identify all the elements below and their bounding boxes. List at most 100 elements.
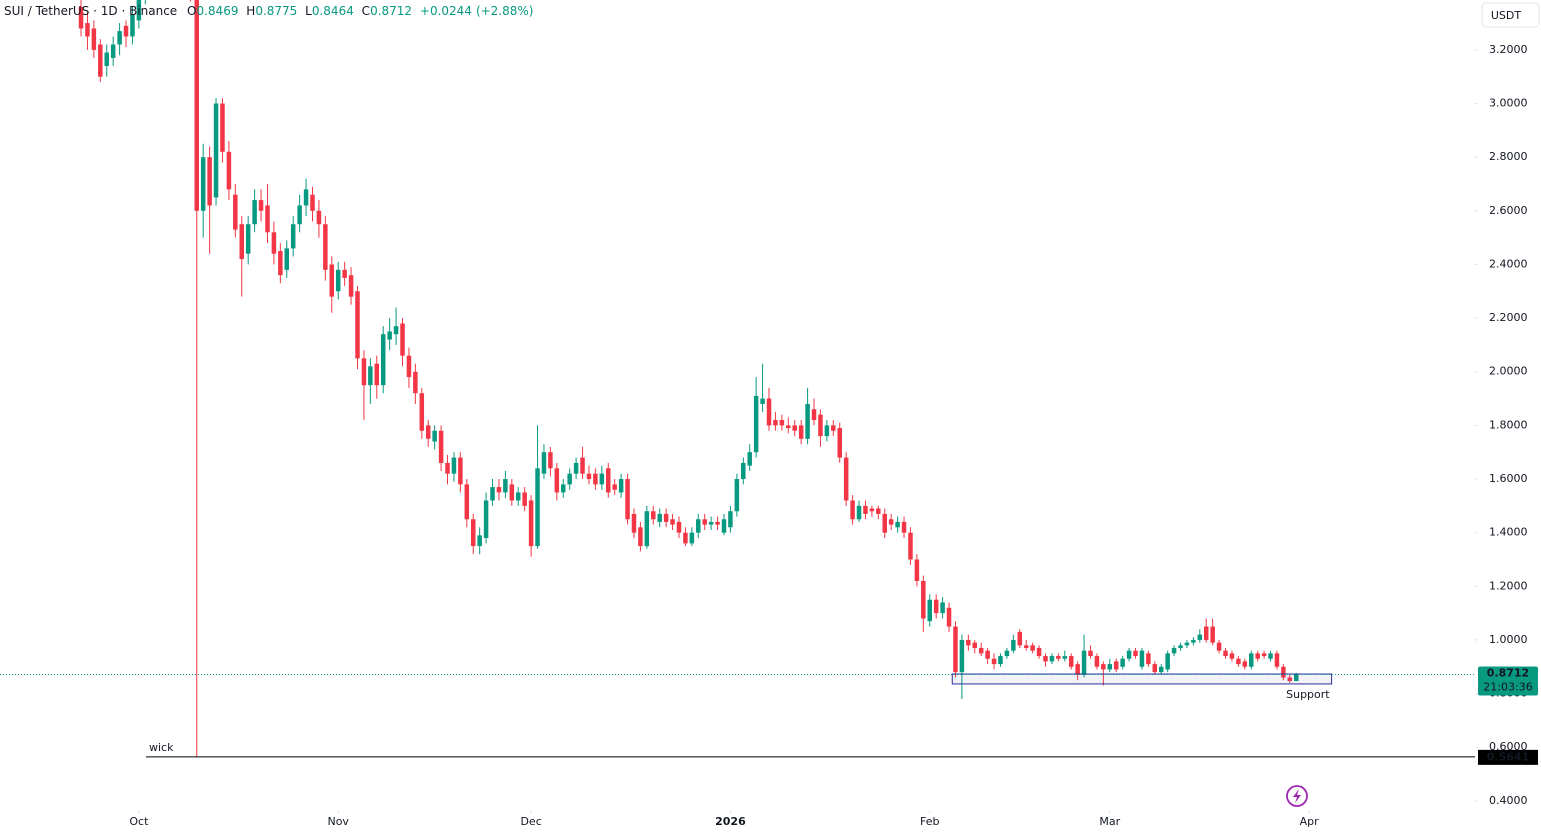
candle-body (1203, 626, 1209, 640)
axes: 0.40000.60000.80001.00001.20001.40001.60… (129, 43, 1538, 828)
candle-body (548, 452, 553, 469)
candle-body (1107, 664, 1113, 670)
y-tick-label: 2.4000 (1489, 257, 1528, 270)
candle-body (252, 200, 257, 225)
candle-body (940, 602, 945, 614)
candle-body (1043, 656, 1048, 662)
candle-body (117, 31, 122, 45)
candle-body (760, 398, 765, 404)
candle-body (927, 599, 933, 622)
candle-body (946, 607, 952, 627)
candle-body (1011, 639, 1016, 651)
support-box (951, 673, 1333, 685)
y-tick-label: 1.2000 (1489, 579, 1528, 592)
logo[interactable] (1286, 785, 1308, 807)
candle-body (348, 275, 354, 297)
candle-body (393, 326, 399, 335)
candle-body (503, 479, 508, 493)
currency-button[interactable]: USDT (1481, 2, 1540, 28)
candle-body (406, 355, 412, 378)
candle-body (708, 521, 714, 525)
candle-body (1068, 656, 1074, 667)
candle-body (528, 500, 534, 547)
hline-price: 0.5641 (1487, 750, 1529, 763)
ohlc-value: 0.8469 (196, 4, 239, 18)
candle-body (1062, 656, 1068, 659)
candle-body (933, 599, 939, 614)
candle-body (644, 511, 650, 547)
candle-body (837, 428, 842, 458)
candle-body (818, 414, 823, 437)
candle-body (586, 473, 592, 480)
last-price: 0.8712 (1487, 666, 1529, 679)
candle-body (361, 358, 367, 386)
candle-body (824, 425, 830, 437)
candle-body (773, 420, 778, 426)
candle-body (599, 473, 605, 485)
candle-body (972, 642, 978, 648)
candle-body (1287, 677, 1293, 682)
candle-body (1081, 650, 1087, 675)
candle-body (233, 194, 238, 230)
candle-body (869, 508, 875, 512)
candle-body (741, 462, 746, 480)
candle-body (1049, 656, 1055, 662)
candle-body (355, 291, 360, 359)
candle-body (850, 500, 855, 520)
candle-body (445, 462, 450, 474)
candle-body (1171, 648, 1177, 654)
currency[interactable]: USDT (1491, 9, 1522, 22)
legend-header: SUI / TetherUS · 1D · Binance O0.8469 H0… (4, 4, 537, 18)
candle-body (91, 28, 97, 50)
candle-body (753, 395, 759, 453)
candle-body (470, 519, 476, 547)
candle-body (425, 425, 431, 439)
candle-body (561, 484, 566, 493)
candle-body (1113, 661, 1119, 670)
candle-body (130, 15, 135, 37)
candle-body (676, 521, 682, 533)
x-tick-label: Nov (327, 815, 349, 828)
candle-body (432, 430, 437, 442)
candle-body (1229, 653, 1235, 659)
candle-body (1017, 631, 1023, 646)
candle-body (1248, 653, 1254, 667)
candle-body (1023, 645, 1029, 648)
candle-body (1255, 653, 1260, 659)
candle-body (1158, 666, 1164, 673)
last-price-tag (1478, 666, 1538, 696)
candle-body (194, 0, 200, 211)
candle-body (284, 248, 290, 270)
hline-label: wick (149, 741, 174, 754)
candle-body (380, 334, 386, 386)
candle-body (515, 492, 521, 501)
candle-body (1274, 653, 1280, 667)
y-tick-label: 0.4000 (1489, 794, 1528, 807)
candle-body (606, 468, 611, 493)
x-tick-label: Apr (1300, 815, 1320, 828)
candle-body (123, 25, 129, 37)
candle-body (991, 658, 997, 665)
candle-body (1126, 650, 1132, 659)
candle-body (766, 398, 772, 426)
candle-body (1004, 650, 1010, 657)
candle-body (651, 511, 656, 520)
x-tick-label: Oct (129, 815, 149, 828)
candle-body (451, 457, 457, 474)
candle-body (1120, 658, 1125, 667)
candle-body (573, 462, 579, 474)
support-label: Support (1286, 688, 1330, 701)
candle-body (805, 403, 810, 439)
candle-body (921, 580, 926, 619)
candle-body (843, 457, 849, 501)
plot-area: wick Support (0, 0, 1475, 758)
candle-body (959, 639, 965, 673)
candle-body (265, 205, 270, 233)
candle-body (734, 479, 740, 512)
y-tick-label: 1.0000 (1489, 633, 1528, 646)
candle-body (335, 269, 341, 292)
candle-body (1094, 656, 1100, 667)
candle-body (483, 500, 489, 539)
candle-body (213, 103, 219, 198)
candle-body (657, 513, 662, 522)
